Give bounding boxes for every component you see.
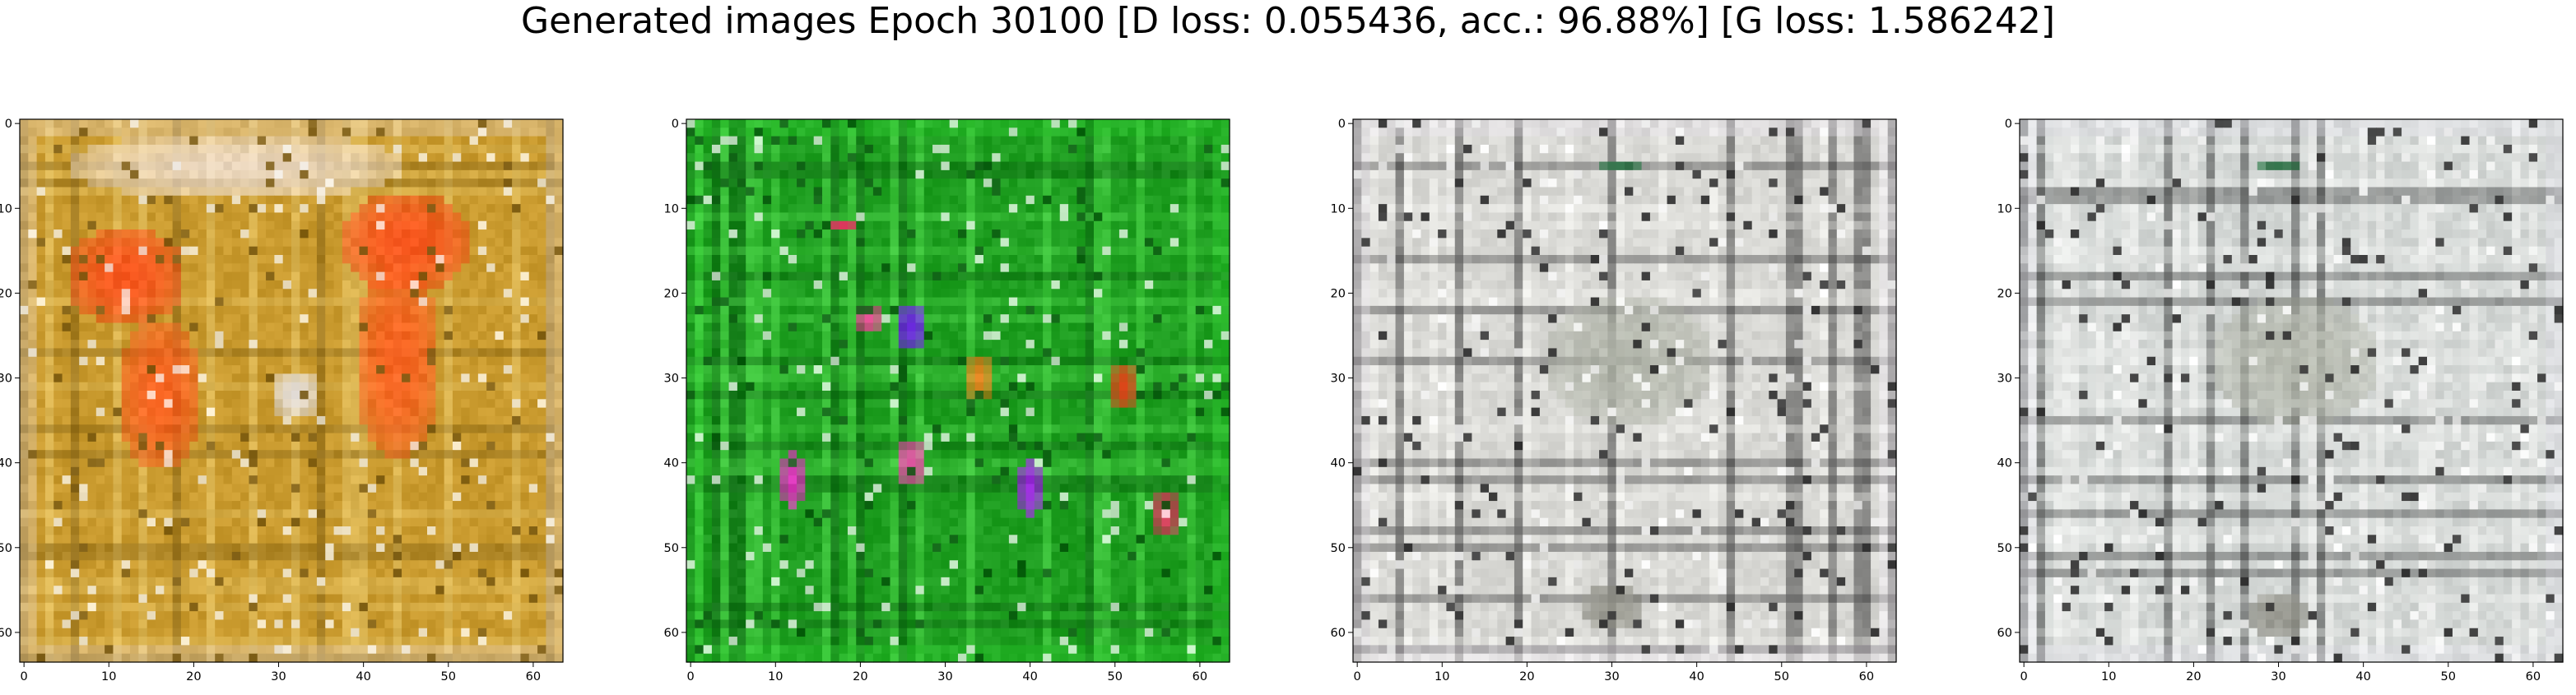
x-tick-label: 50 (1108, 670, 1123, 683)
image-panel-3: 0 10 20 30 40 50 60 0 10 20 30 40 50 60 (1331, 118, 1898, 683)
axes-frame (19, 118, 564, 663)
image-panel-1: 0 10 20 30 40 50 60 0 10 20 30 40 50 60 (0, 118, 565, 683)
y-tick-label: 10 (0, 202, 12, 215)
y-tick-label: 60 (0, 627, 12, 640)
y-tick-label: 0 (2005, 118, 2012, 131)
axes-frame (2019, 118, 2564, 663)
generated-image-3 (1353, 119, 1897, 663)
x-tick-label: 20 (1519, 670, 1534, 683)
x-tick-label: 0 (2020, 670, 2028, 683)
axes-frame (686, 118, 1230, 663)
x-tick-label: 10 (1434, 670, 1449, 683)
y-tick-label: 50 (1331, 542, 1346, 555)
x-tick-label: 60 (1193, 670, 1207, 683)
x-tick-label: 10 (2101, 670, 2116, 683)
x-tick-label: 60 (526, 670, 541, 683)
y-tick-label: 40 (1331, 457, 1346, 470)
image-panel-4: 0 10 20 30 40 50 60 0 10 20 30 40 50 60 (1997, 118, 2564, 683)
y-tick-label: 60 (1997, 627, 2012, 640)
y-tick-label: 20 (664, 287, 679, 300)
x-tick-label: 40 (1022, 670, 1037, 683)
x-tick-label: 40 (1689, 670, 1704, 683)
y-tick-label: 50 (664, 542, 679, 555)
y-tick-label: 40 (1997, 457, 2012, 470)
y-tick-label: 10 (1331, 202, 1346, 215)
image-plot-1: 0 10 20 30 40 50 60 0 10 20 30 40 50 60 (0, 118, 564, 683)
x-tick-label: 60 (1859, 670, 1874, 683)
image-plot-4: 0 10 20 30 40 50 60 0 10 20 30 40 50 60 (1997, 118, 2564, 683)
generated-image-2 (686, 119, 1230, 663)
x-tick-label: 50 (2441, 670, 2456, 683)
y-tick-label: 10 (1997, 202, 2012, 215)
x-tick-label: 0 (21, 670, 28, 683)
y-tick-label: 50 (1997, 542, 2012, 555)
x-tick-label: 40 (2355, 670, 2370, 683)
x-tick-label: 0 (687, 670, 695, 683)
y-tick-label: 30 (1331, 373, 1346, 386)
y-tick-label: 0 (5, 118, 12, 131)
y-tick-label: 30 (0, 373, 12, 386)
x-tick-label: 20 (186, 670, 201, 683)
generated-image-4 (2020, 119, 2564, 663)
x-tick-label: 50 (1774, 670, 1789, 683)
y-tick-label: 0 (1338, 118, 1346, 131)
y-tick-label: 40 (664, 457, 679, 470)
y-tick-label: 20 (0, 287, 12, 300)
y-tick-label: 60 (664, 627, 679, 640)
x-tick-label: 30 (2271, 670, 2285, 683)
axes-frame (1352, 118, 1897, 663)
x-tick-label: 30 (271, 670, 286, 683)
x-tick-label: 20 (2186, 670, 2201, 683)
y-tick-label: 30 (664, 373, 679, 386)
x-tick-label: 30 (1604, 670, 1619, 683)
x-tick-label: 40 (356, 670, 370, 683)
figure-title: Generated images Epoch 30100 [D loss: 0.… (520, 0, 2056, 42)
y-tick-label: 0 (672, 118, 679, 131)
x-tick-label: 10 (768, 670, 783, 683)
x-tick-label: 60 (2526, 670, 2541, 683)
x-tick-label: 20 (853, 670, 867, 683)
image-plot-2: 0 10 20 30 40 50 60 0 10 20 30 40 50 60 (664, 118, 1230, 683)
y-tick-label: 30 (1997, 373, 2012, 386)
y-tick-label: 60 (1331, 627, 1346, 640)
image-panel-2: 0 10 20 30 40 50 60 0 10 20 30 40 50 60 (664, 118, 1231, 683)
y-tick-label: 10 (664, 202, 679, 215)
x-tick-label: 30 (937, 670, 952, 683)
y-tick-label: 50 (0, 542, 12, 555)
x-tick-label: 10 (101, 670, 116, 683)
x-tick-label: 50 (441, 670, 456, 683)
y-tick-label: 40 (0, 457, 12, 470)
y-tick-label: 20 (1331, 287, 1346, 300)
y-tick-label: 20 (1997, 287, 2012, 300)
generated-image-1 (20, 119, 564, 663)
x-tick-label: 0 (1354, 670, 1361, 683)
image-plot-3: 0 10 20 30 40 50 60 0 10 20 30 40 50 60 (1331, 118, 1897, 683)
